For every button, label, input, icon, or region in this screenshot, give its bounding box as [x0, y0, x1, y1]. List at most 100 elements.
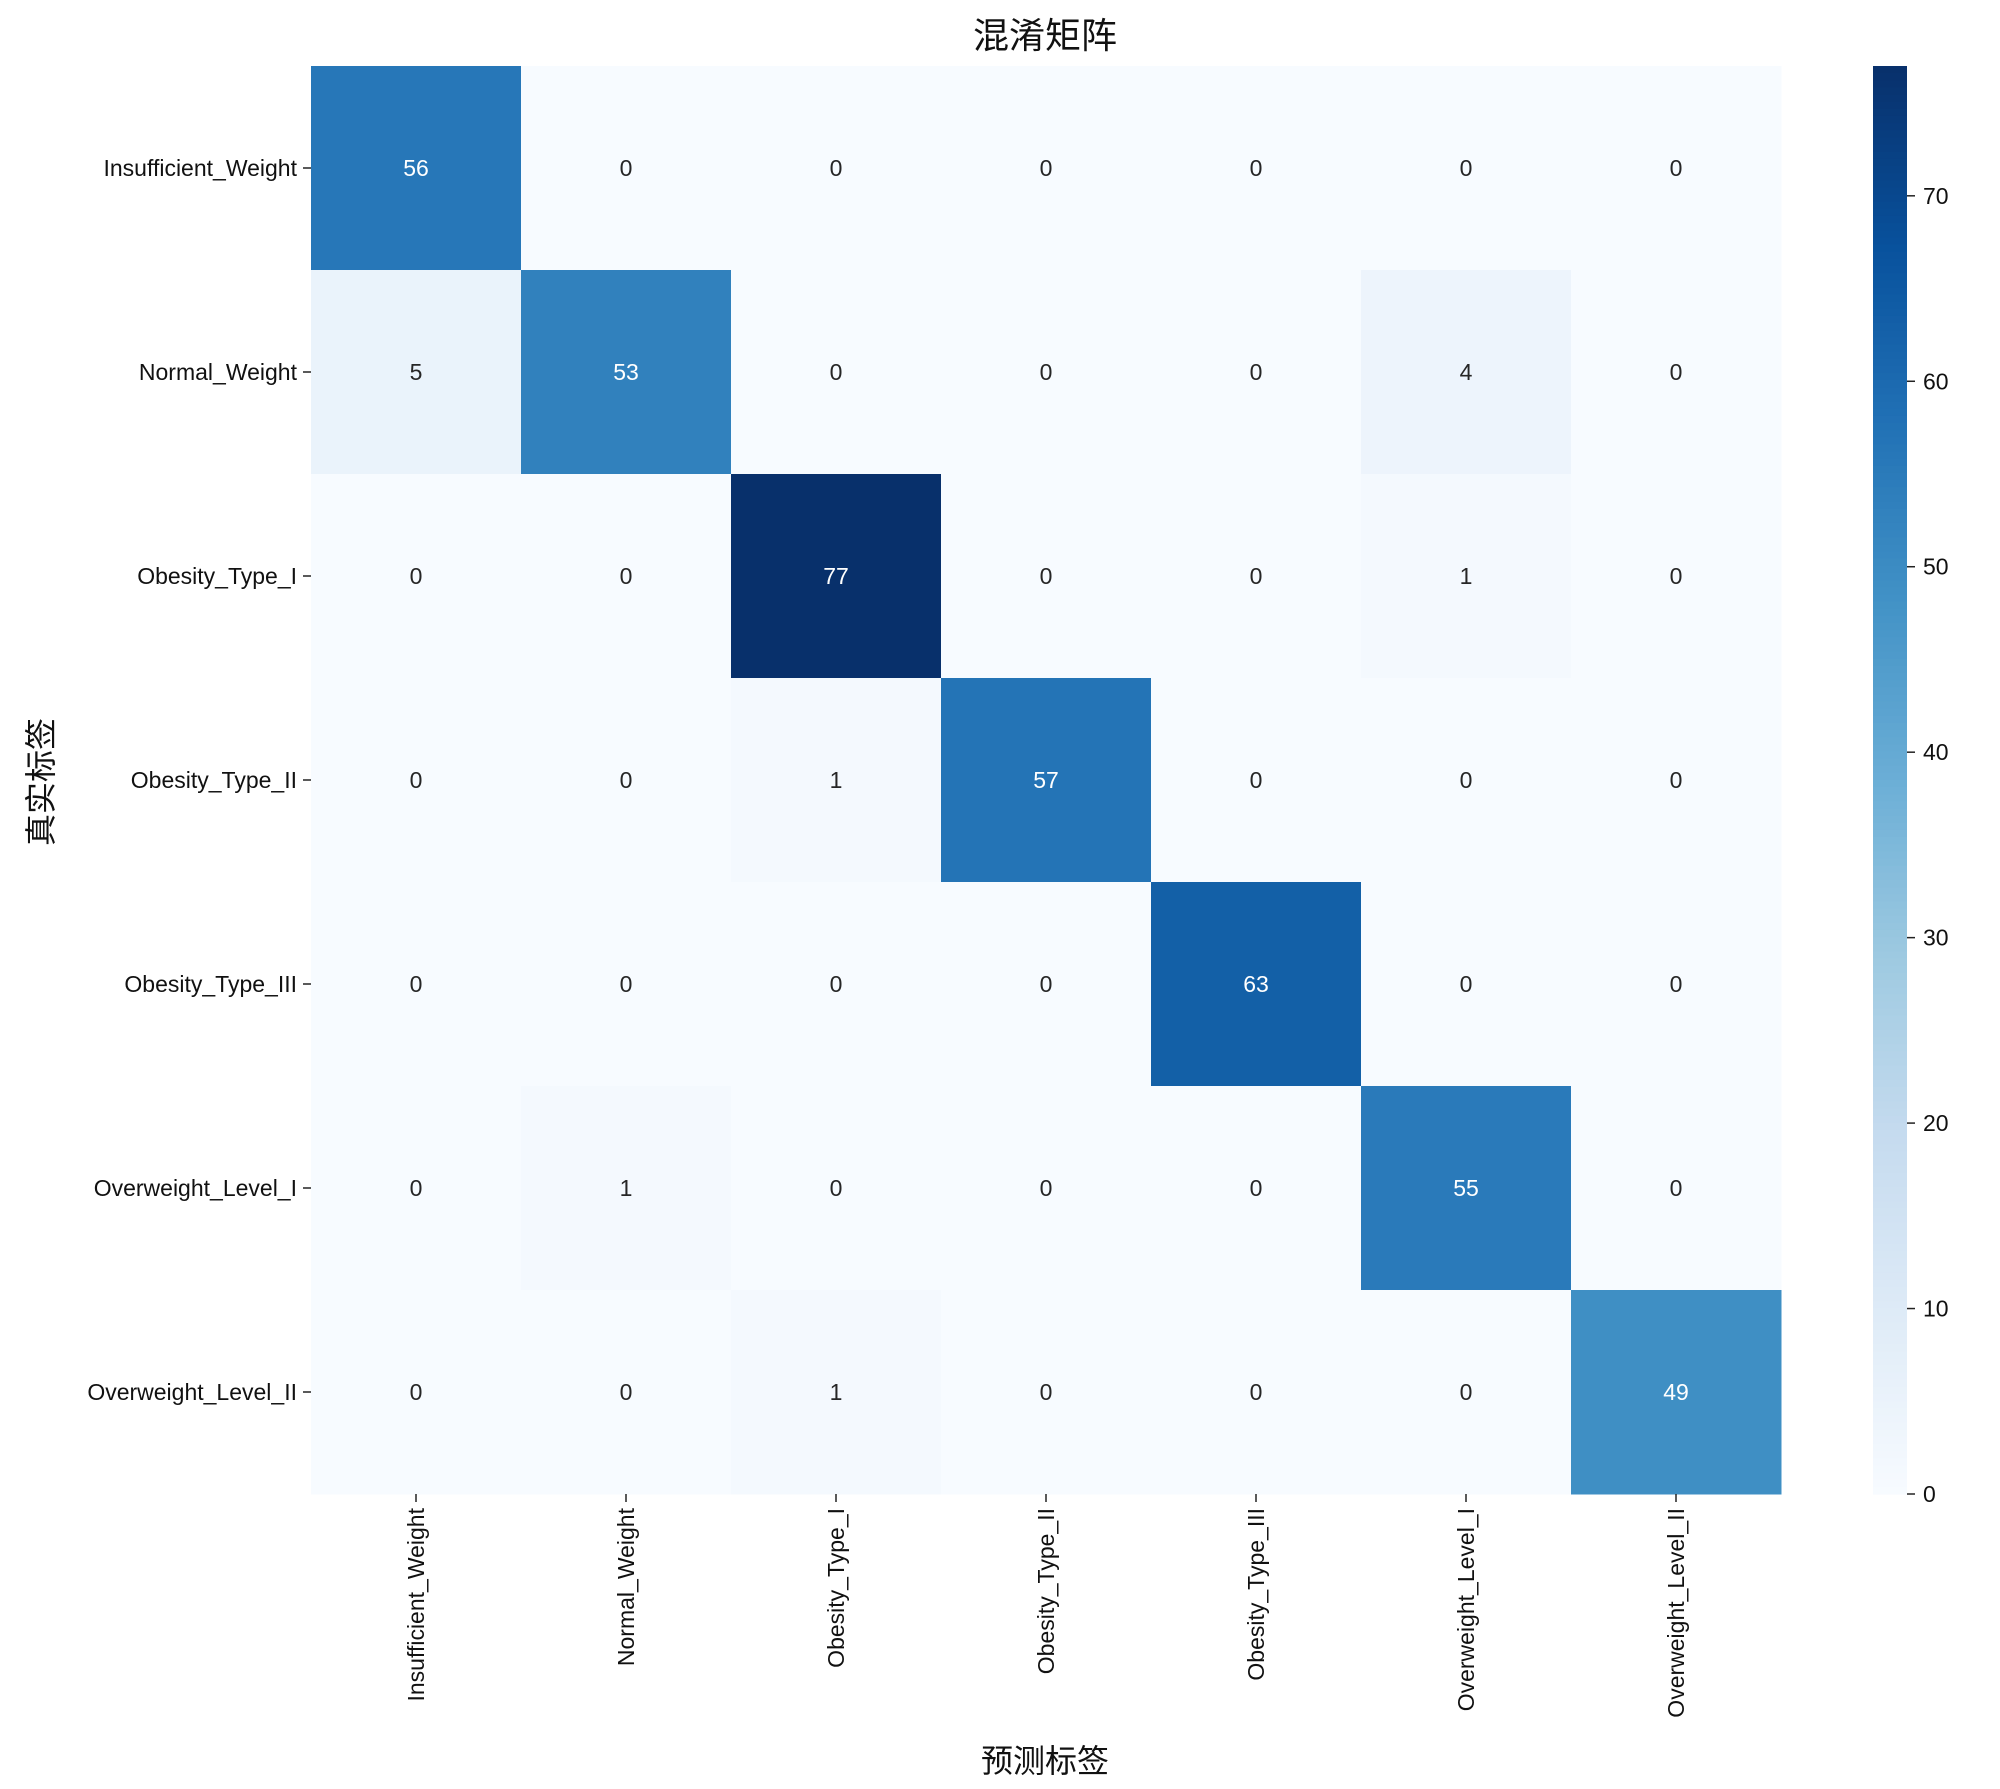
heatmap-cell [731, 66, 942, 271]
heatmap-cell [521, 1086, 732, 1291]
colorbar-gradient-slice [1873, 1001, 1907, 1010]
colorbar-gradient-slice [1873, 858, 1907, 867]
colorbar-gradient-slice [1873, 315, 1907, 324]
cell-value-label: 0 [1040, 155, 1053, 181]
cell-value-label: 0 [620, 971, 633, 997]
y-tick-label: Insufficient_Weight [104, 155, 298, 181]
colorbar-gradient-slice [1873, 837, 1907, 845]
colorbar-gradient-slice [1873, 130, 1907, 138]
colorbar-gradient-slice [1873, 644, 1907, 653]
heatmap-cell [521, 882, 732, 1087]
colorbar-gradient-slice [1873, 537, 1907, 545]
colorbar-gradient-slice [1873, 1065, 1907, 1074]
cell-value-label: 0 [1040, 563, 1053, 589]
heatmap-cell [731, 1086, 942, 1291]
colorbar-gradient-slice [1873, 594, 1907, 603]
colorbar-gradient-slice [1873, 1308, 1907, 1317]
heatmap-cell [311, 474, 522, 679]
heatmap-cell [1571, 66, 1782, 271]
colorbar-gradient-slice [1873, 158, 1907, 167]
colorbar-gradient-slice [1873, 580, 1907, 588]
colorbar-gradient-slice [1873, 944, 1907, 952]
colorbar-gradient-slice [1873, 387, 1907, 396]
x-tick-label: Normal_Weight [613, 1507, 639, 1666]
colorbar-gradient-slice [1873, 1451, 1907, 1459]
colorbar-gradient-slice [1873, 1486, 1907, 1495]
colorbar-gradient-slice [1873, 1179, 1907, 1188]
colorbar-gradient-slice [1873, 237, 1907, 246]
colorbar-gradient-slice [1873, 1351, 1907, 1359]
cell-value-label: 0 [410, 971, 423, 997]
heatmap-cell [1571, 882, 1782, 1087]
heatmap-cell [1151, 474, 1362, 679]
heatmap-cell [1571, 270, 1782, 475]
heatmap-cell [731, 270, 942, 475]
y-tick-label: Normal_Weight [139, 359, 298, 385]
colorbar-gradient-slice [1873, 765, 1907, 774]
cell-value-label: 0 [1040, 359, 1053, 385]
colorbar-gradient-slice [1873, 187, 1907, 196]
colorbar-gradient-slice [1873, 687, 1907, 695]
heatmap-cell [1361, 270, 1572, 475]
cell-value-label: 1 [830, 767, 843, 793]
colorbar-gradient-slice [1873, 887, 1907, 895]
heatmap-cell [731, 882, 942, 1087]
heatmap-cell [311, 66, 522, 271]
colorbar-gradient-slice [1873, 194, 1907, 203]
colorbar-gradient-slice [1873, 273, 1907, 281]
heatmap-cell [521, 270, 732, 475]
heatmap-cell [731, 678, 942, 883]
y-tick-label: Obesity_Type_III [124, 971, 297, 997]
colorbar-gradient-slice [1873, 787, 1907, 795]
colorbar-gradient-slice [1873, 508, 1907, 517]
y-tick-label: Overweight_Level_I [94, 1175, 297, 1201]
colorbar-gradient-slice [1873, 737, 1907, 745]
colorbar-gradient-slice [1873, 937, 1907, 945]
colorbar-gradient-slice [1873, 472, 1907, 481]
colorbar-gradient-slice [1873, 822, 1907, 831]
colorbar-gradient-slice [1873, 558, 1907, 567]
heatmap-cell [521, 1290, 732, 1495]
colorbar-gradient-slice [1873, 1344, 1907, 1352]
colorbar-gradient-slice [1873, 1194, 1907, 1202]
colorbar-gradient-slice [1873, 430, 1907, 438]
colorbar-gradient-slice [1873, 451, 1907, 460]
colorbar-gradient-slice [1873, 280, 1907, 288]
colorbar-gradient-slice [1873, 894, 1907, 902]
colorbar-tick-label: 60 [1923, 368, 1949, 394]
colorbar-gradient-slice [1873, 265, 1907, 274]
colorbar-tick-label: 20 [1923, 1110, 1949, 1136]
colorbar-gradient-slice [1873, 1365, 1907, 1374]
colorbar-tick-label: 0 [1923, 1481, 1936, 1507]
x-tick-label: Obesity_Type_II [1033, 1508, 1059, 1674]
colorbar-gradient-slice [1873, 115, 1907, 124]
colorbar-gradient-slice [1873, 1201, 1907, 1209]
heatmap-cell [1361, 1086, 1572, 1291]
heatmap-cell [311, 1086, 522, 1291]
colorbar-gradient-slice [1873, 165, 1907, 174]
colorbar-gradient-slice [1873, 901, 1907, 910]
colorbar-gradient-slice [1873, 929, 1907, 938]
colorbar-gradient-slice [1873, 972, 1907, 981]
heatmap-cell [1361, 882, 1572, 1087]
cell-value-label: 0 [830, 1175, 843, 1201]
colorbar-gradient-slice [1873, 1444, 1907, 1452]
colorbar-gradient-slice [1873, 758, 1907, 767]
colorbar-gradient-slice [1873, 1415, 1907, 1424]
heatmap-cell [1361, 1290, 1572, 1495]
x-tick-label: Obesity_Type_III [1243, 1508, 1269, 1681]
colorbar-gradient-slice [1873, 208, 1907, 217]
colorbar-gradient-slice [1873, 1336, 1907, 1345]
cell-value-label: 0 [1040, 1175, 1053, 1201]
colorbar-gradient-slice [1873, 94, 1907, 103]
colorbar-gradient-slice [1873, 1058, 1907, 1067]
cell-value-label: 0 [1670, 971, 1683, 997]
cell-value-label: 63 [1243, 971, 1269, 997]
heatmap-cell [1571, 678, 1782, 883]
colorbar-gradient-slice [1873, 1165, 1907, 1174]
x-tick-label: Obesity_Type_I [823, 1508, 849, 1668]
heatmap-cell [311, 270, 522, 475]
colorbar-gradient-slice [1873, 701, 1907, 710]
colorbar-gradient-slice [1873, 1479, 1907, 1488]
colorbar-gradient-slice [1873, 1372, 1907, 1381]
